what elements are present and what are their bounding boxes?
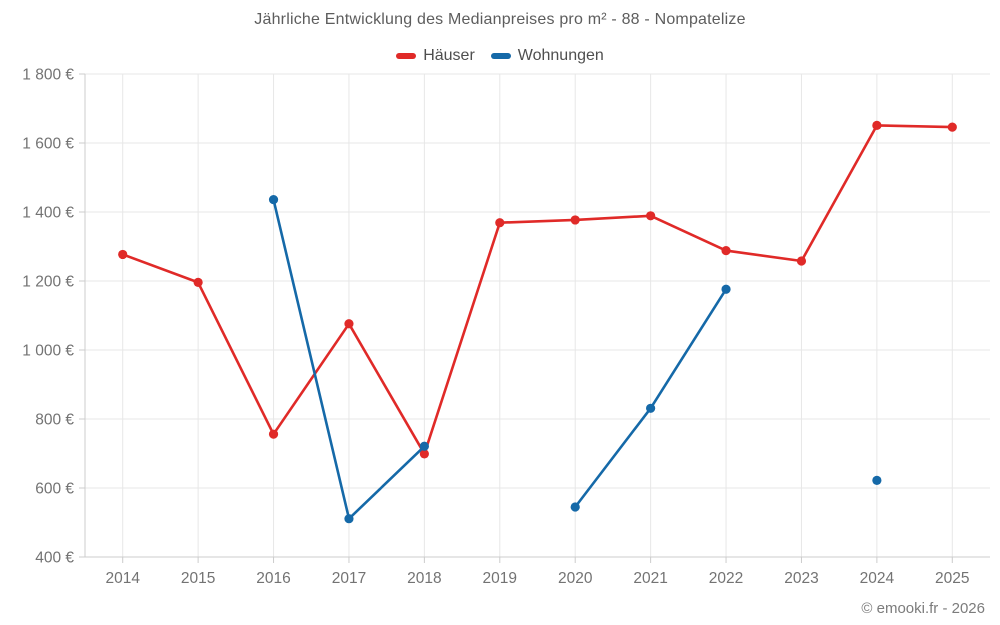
chart-title: Jährliche Entwicklung des Medianpreises … xyxy=(254,11,746,28)
series-haeuser xyxy=(118,120,957,459)
wohnungen-point-2021[interactable] xyxy=(646,403,656,413)
haeuser-point-2017[interactable] xyxy=(344,319,354,329)
legend-label-haeuser: Häuser xyxy=(423,47,475,64)
legend-label-wohnungen: Wohnungen xyxy=(517,47,604,64)
wohnungen-series-swatch-icon xyxy=(490,53,511,59)
y-tick-label: 800 € xyxy=(35,412,74,429)
wohnungen-point-2024[interactable] xyxy=(872,475,882,486)
haeuser-point-2016[interactable] xyxy=(268,429,279,439)
legend: Häuser Wohnungen xyxy=(0,47,1000,65)
wohnungen-point-2022[interactable] xyxy=(721,284,731,294)
wohnungen-point-2018[interactable] xyxy=(419,441,429,451)
haeuser-point-2019[interactable] xyxy=(495,218,505,228)
haeuser-point-2015[interactable] xyxy=(193,277,203,287)
x-tick-label: 2018 xyxy=(407,570,441,587)
y-tick-label: 400 € xyxy=(35,550,74,567)
x-tick-label: 2021 xyxy=(633,570,667,587)
credit-text: © emooki.fr - 2026 xyxy=(861,600,985,617)
x-tick-label: 2016 xyxy=(256,570,290,587)
x-tick-label: 2024 xyxy=(860,570,895,587)
haeuser-point-2022[interactable] xyxy=(721,246,731,256)
wohnungen-point-2020[interactable] xyxy=(570,502,580,512)
y-tick-label: 1 800 € xyxy=(22,67,74,84)
haeuser-point-2014[interactable] xyxy=(118,249,128,260)
haeuser-point-2020[interactable] xyxy=(570,215,580,225)
y-tick-label: 1 400 € xyxy=(22,205,74,222)
wohnungen-point-2016[interactable] xyxy=(268,194,279,205)
y-tick-label: 1 600 € xyxy=(22,136,74,153)
x-tick-label: 2015 xyxy=(181,570,215,587)
x-tick-label: 2022 xyxy=(709,570,743,587)
x-tick-label: 2020 xyxy=(558,570,593,587)
gridlines xyxy=(85,73,990,557)
x-tick-label: 2025 xyxy=(935,570,969,587)
y-axis-labels: 400 € 600 € 800 € 1 000 € 1 200 € 1 400 € 1 60… xyxy=(22,67,74,567)
series-wohnungen xyxy=(268,194,882,524)
haeuser-line xyxy=(121,124,954,456)
x-tick-label: 2017 xyxy=(332,570,366,587)
haeuser-point-2018[interactable] xyxy=(419,449,429,459)
x-tick-label: 2019 xyxy=(483,570,517,587)
legend-item-haeuser[interactable]: Häuser xyxy=(396,47,475,65)
haeuser-point-2023[interactable] xyxy=(796,256,807,266)
x-tick-label: 2014 xyxy=(105,570,140,587)
y-tick-label: 1 200 € xyxy=(22,274,74,291)
wohnungen-point-2017[interactable] xyxy=(344,514,354,524)
axes xyxy=(79,73,990,563)
haeuser-point-2024[interactable] xyxy=(872,120,882,131)
legend-item-wohnungen[interactable]: Wohnungen xyxy=(490,47,604,65)
y-tick-label: 600 € xyxy=(35,481,74,498)
x-tick-label: 2023 xyxy=(784,570,818,587)
x-axis-labels: 2014 2015 2016 2017 2018 2019 2020 2021 2022 2023… xyxy=(105,570,969,587)
y-tick-label: 1 000 € xyxy=(22,343,74,360)
haeuser-point-2021[interactable] xyxy=(646,211,656,221)
haeuser-point-2025[interactable] xyxy=(947,122,957,132)
haeuser-series-swatch-icon xyxy=(396,53,417,59)
